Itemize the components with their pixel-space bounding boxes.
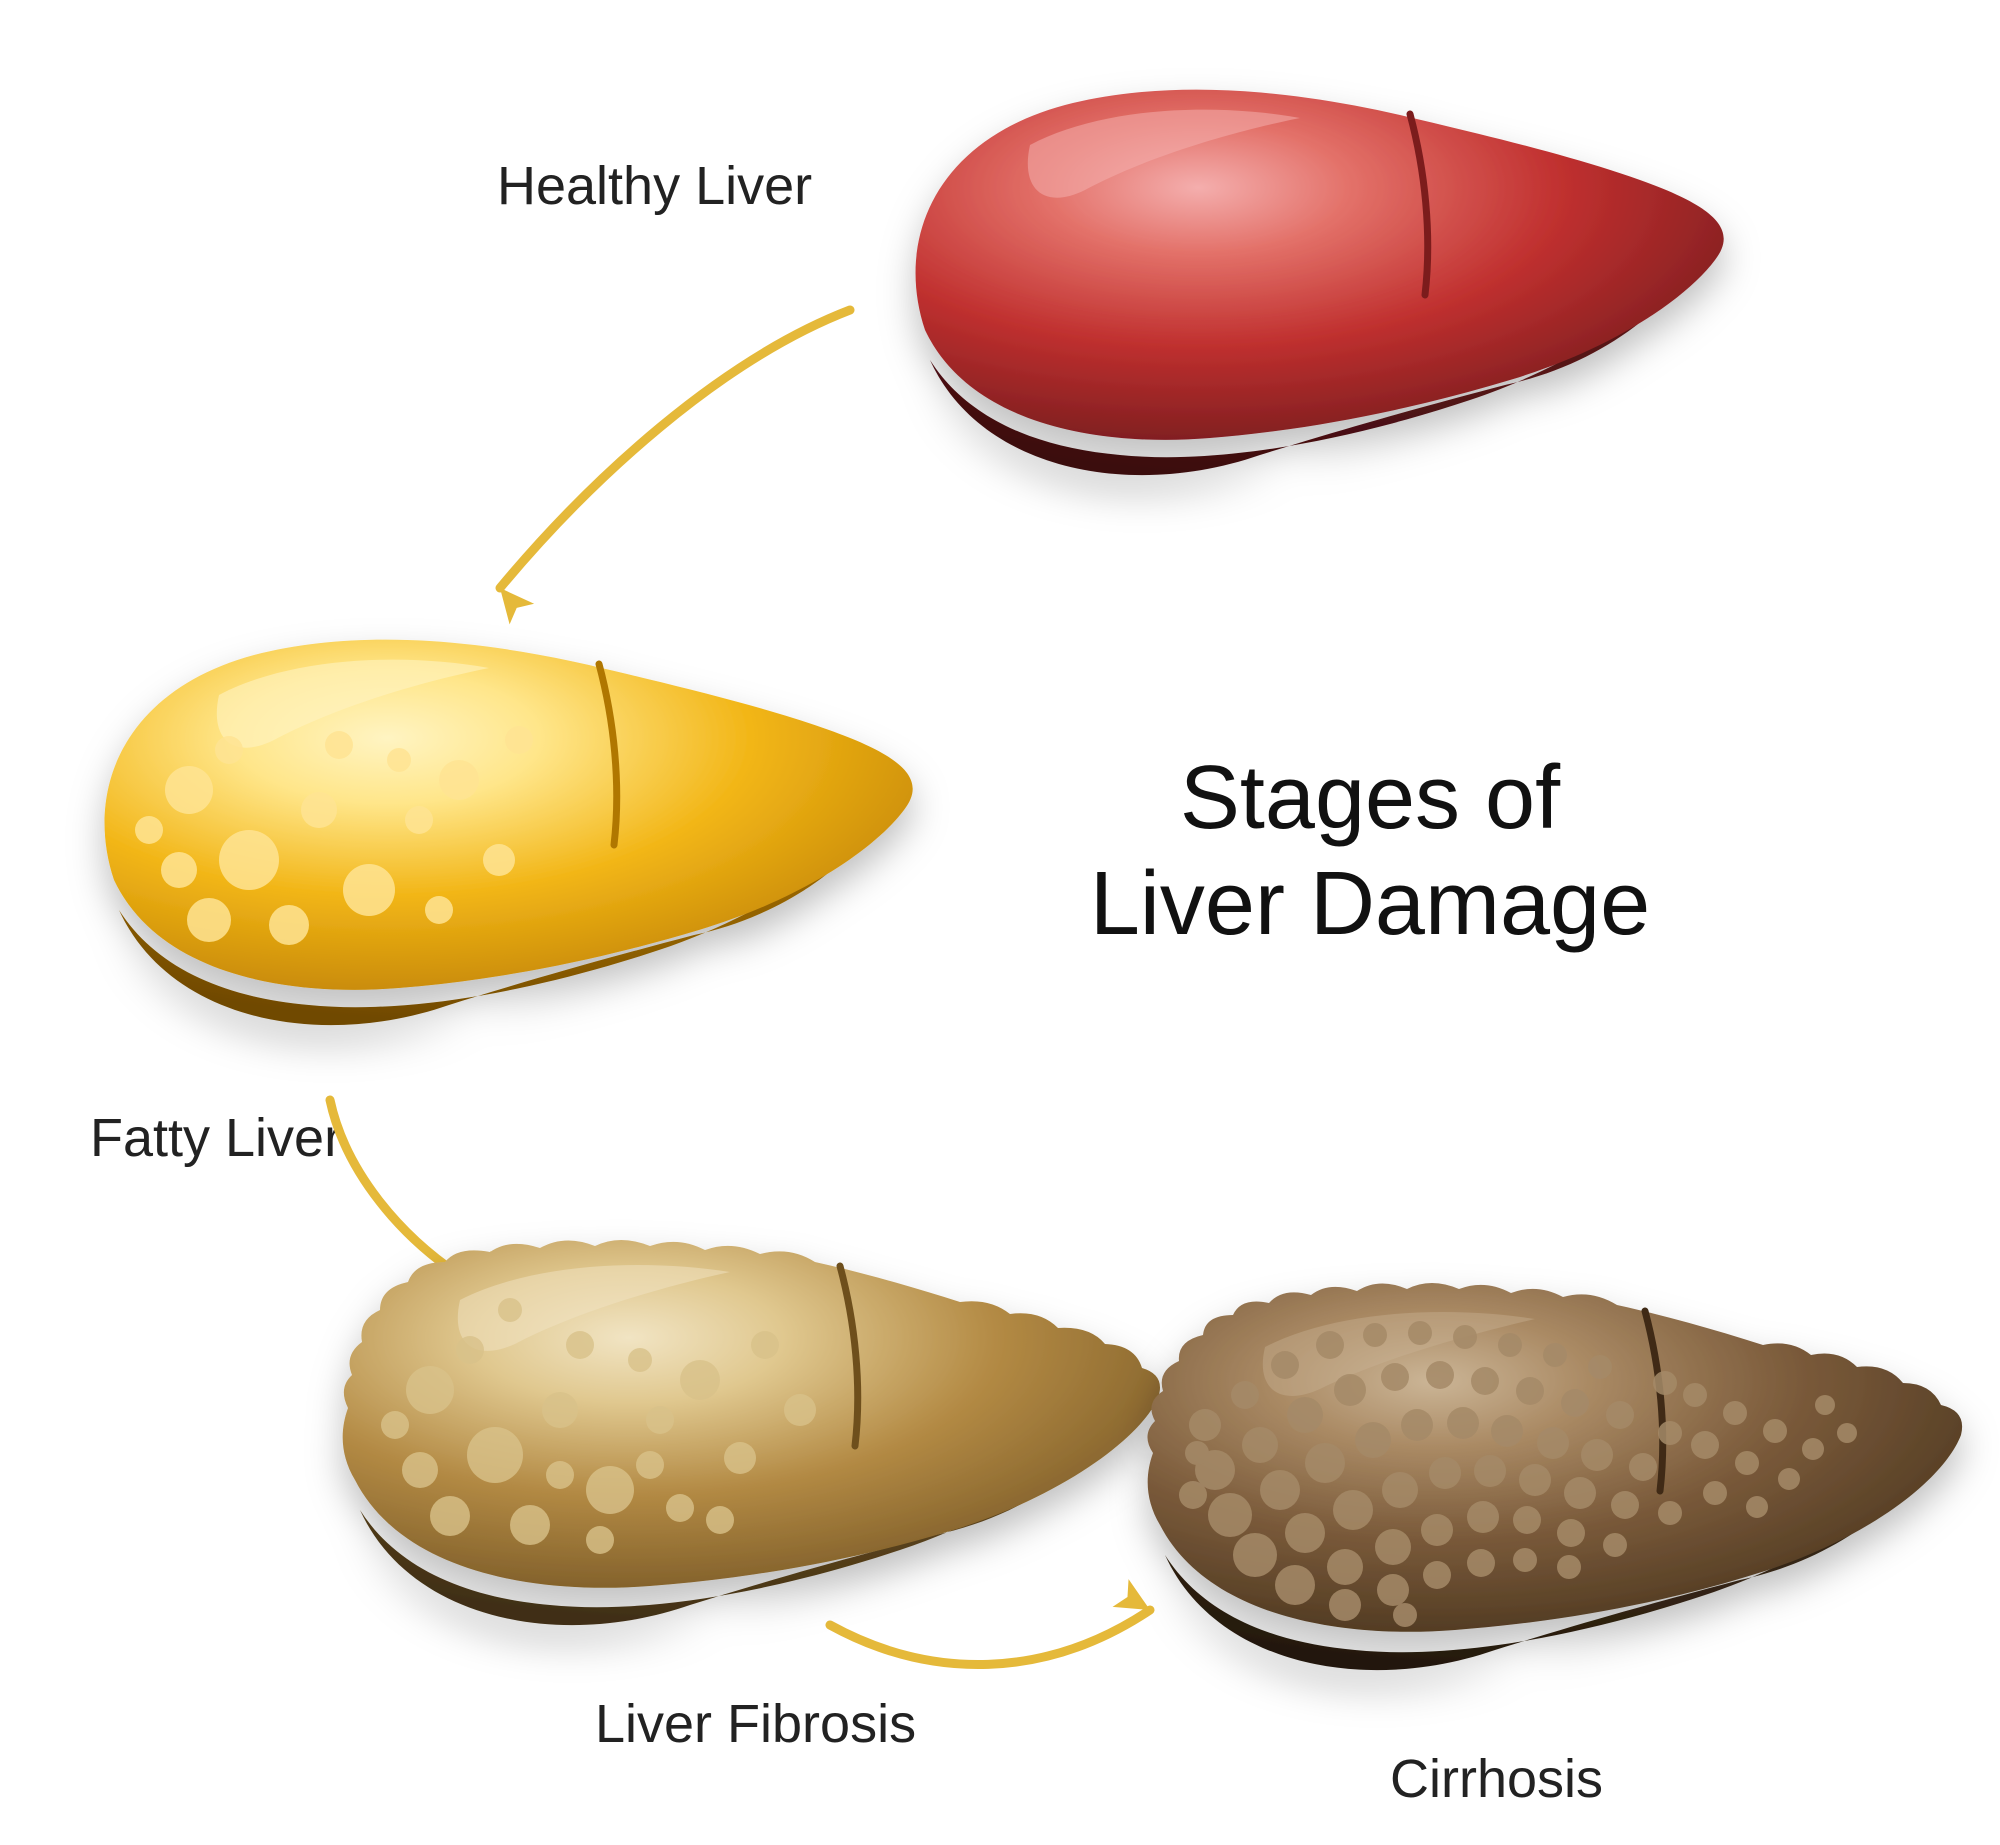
liver-cirrhosis [1105,1255,1985,1725]
liver-fatty [59,610,939,1080]
liver-fibrosis [300,1210,1180,1680]
liver-healthy [870,60,1750,530]
diagram-canvas: Stages of Liver Damage Healthy Liver Fat… [0,0,2000,1845]
